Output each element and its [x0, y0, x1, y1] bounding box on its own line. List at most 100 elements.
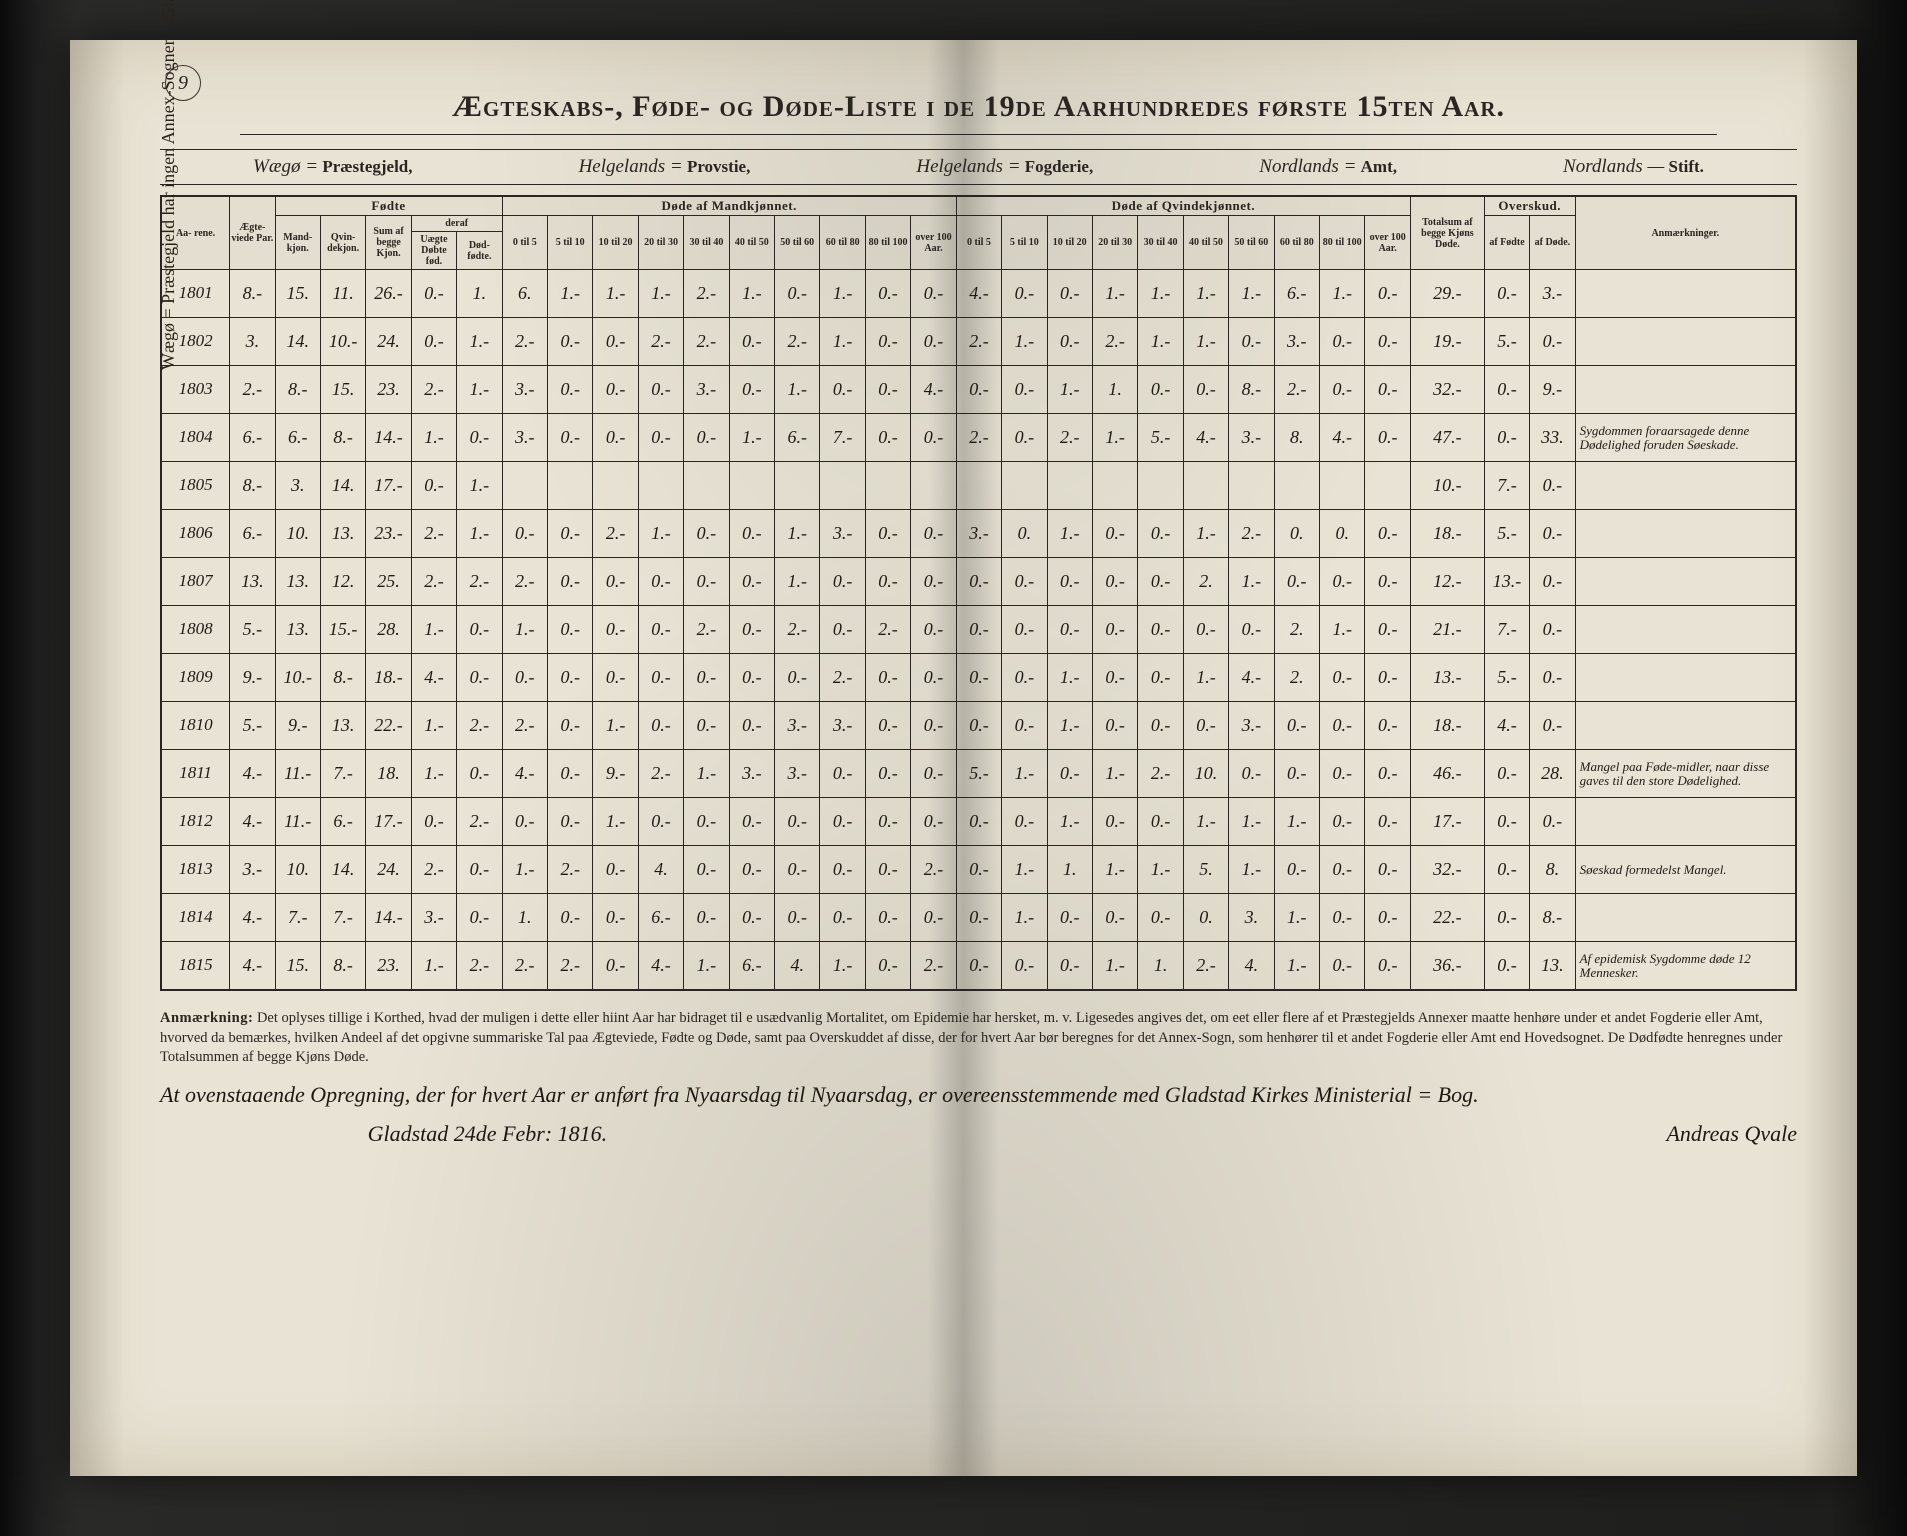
cell: [1138, 462, 1183, 510]
cell: 25.: [366, 558, 411, 606]
cell: 4.-: [230, 798, 275, 846]
cell: 0.-: [1319, 798, 1364, 846]
cell: 0.-: [1365, 318, 1411, 366]
cell: 1.-: [1229, 558, 1274, 606]
cell: 10.: [1183, 750, 1228, 798]
cell: 3.-: [775, 702, 820, 750]
cell: 13.: [1530, 942, 1575, 990]
cell: 0.-: [1092, 510, 1137, 558]
cell: 2.-: [684, 318, 729, 366]
cell: 3.-: [502, 414, 547, 462]
table-body: 18018.-15.11.26.-0.-1.6.1.-1.-1.-2.-1.-0…: [162, 270, 1796, 990]
cell: 0.-: [457, 606, 502, 654]
cell: 29.-: [1411, 270, 1485, 318]
cell: 5.-: [1484, 654, 1529, 702]
cell: 1.-: [1002, 318, 1047, 366]
attestation-date: Gladstad 24de Febr: 1816.: [160, 1117, 815, 1150]
cell: 0.-: [1484, 750, 1529, 798]
cell: 1815: [162, 942, 230, 990]
cell: 1.-: [638, 510, 683, 558]
cell: 3.: [1229, 894, 1274, 942]
cell: 0.-: [775, 798, 820, 846]
cell: [1575, 894, 1795, 942]
cell: 0.-: [548, 366, 593, 414]
cell: 0.-: [956, 606, 1001, 654]
cell: 0.-: [1138, 558, 1183, 606]
cell: 1.-: [1183, 510, 1228, 558]
cell: 0.-: [1319, 366, 1364, 414]
cell: 0.-: [548, 558, 593, 606]
cell: 22.-: [1411, 894, 1485, 942]
cell: Mangel paa Føde-midler, naar disse gaves…: [1575, 750, 1795, 798]
cell: 2.-: [684, 606, 729, 654]
cell: 0.-: [548, 510, 593, 558]
cell: 18.: [366, 750, 411, 798]
cell: 0.-: [548, 798, 593, 846]
cell: 2.-: [502, 702, 547, 750]
col-f-30-40: 30 til 40: [1138, 216, 1183, 270]
table-row: 18154.-15.8.-23.1.-2.-2.-2.-0.-4.-1.-6.-…: [162, 942, 1796, 990]
cell: 1809: [162, 654, 230, 702]
col-dead-m-group: Døde af Mandkjønnet.: [502, 197, 956, 216]
table-row: 18066.-10.13.23.-2.-1.-0.-0.-2.-1.-0.-0.…: [162, 510, 1796, 558]
cell: 13.: [275, 558, 320, 606]
cell: 0.-: [729, 558, 774, 606]
col-born-m: Mand- kjon.: [275, 216, 320, 270]
cell: 0.-: [1183, 606, 1228, 654]
cell: 15.-: [320, 606, 365, 654]
cell: 1.-: [411, 702, 456, 750]
cell: 4.-: [638, 942, 683, 990]
cell: 2.-: [775, 318, 820, 366]
cell: 0.-: [1319, 654, 1364, 702]
cell: 2.-: [1183, 942, 1228, 990]
cell: 3.-: [729, 750, 774, 798]
attestation-text: At ovenstaaende Opregning, der for hvert…: [160, 1078, 1797, 1111]
cell: 18.-: [1411, 702, 1485, 750]
cell: 1806: [162, 510, 230, 558]
cell: 0.-: [457, 654, 502, 702]
cell: 13.: [320, 702, 365, 750]
cell: [1365, 462, 1411, 510]
cell: 9.-: [1530, 366, 1575, 414]
cell: 0.-: [1183, 366, 1228, 414]
parish: Wægø = Præstegjeld,: [253, 156, 413, 178]
cell: 10.-: [1411, 462, 1485, 510]
cell: 1.-: [457, 462, 502, 510]
cell: [865, 462, 910, 510]
cell: 0.-: [1484, 414, 1529, 462]
cell: 0.-: [1002, 942, 1047, 990]
cell: 14.: [320, 846, 365, 894]
cell: 6.-: [230, 510, 275, 558]
cell: [775, 462, 820, 510]
cell: 23.-: [366, 510, 411, 558]
county: Nordlands = Amt,: [1259, 156, 1397, 178]
cell: 0.-: [1002, 558, 1047, 606]
cell: 0.-: [1002, 414, 1047, 462]
cell: 18.-: [1411, 510, 1485, 558]
col-born-still: Død- fødte.: [457, 232, 502, 270]
col-f-20-30: 20 til 30: [1092, 216, 1137, 270]
cell: [1047, 462, 1092, 510]
cell: 0.-: [684, 702, 729, 750]
cell: 0.-: [775, 654, 820, 702]
cell: 0.-: [911, 894, 956, 942]
col-total: Totalsum af begge Kjøns Døde.: [1411, 197, 1485, 270]
margin-annotation: Wægø = Præstegjeld har ingen Annex-Sogne…: [158, 0, 179, 370]
cell: 0.-: [684, 510, 729, 558]
cell: 1811: [162, 750, 230, 798]
cell: 0.-: [1365, 366, 1411, 414]
cell: 1.-: [684, 942, 729, 990]
cell: 1.-: [1183, 270, 1228, 318]
cell: 2.-: [1092, 318, 1137, 366]
cell: 3.-: [502, 366, 547, 414]
col-m-50-60: 50 til 60: [775, 216, 820, 270]
cell: 32.-: [1411, 846, 1485, 894]
col-f-10-20: 10 til 20: [1047, 216, 1092, 270]
cell: 4.-: [230, 942, 275, 990]
cell: 0.-: [1319, 318, 1364, 366]
cell: 13.-: [1411, 654, 1485, 702]
cell: 6.-: [1274, 270, 1319, 318]
cell: 13.: [320, 510, 365, 558]
cell: 0.-: [411, 270, 456, 318]
col-surplus-born: af Fødte: [1484, 216, 1529, 270]
